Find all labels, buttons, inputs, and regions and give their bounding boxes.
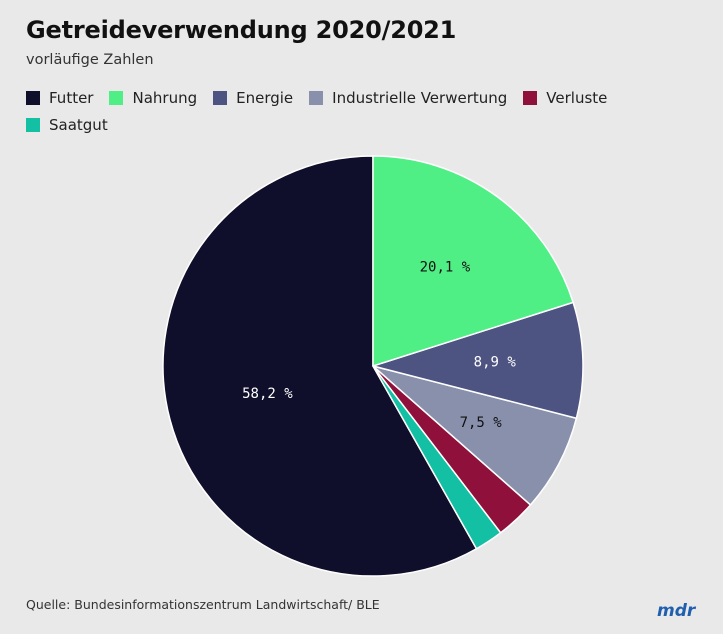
slice-label-industrielle-verwertung: 7,5 % [460,415,503,431]
legend-label: Industrielle Verwertung [332,89,508,107]
legend-label: Futter [49,89,94,107]
mdr-logo-text: mdr [657,602,697,620]
pie-slices [162,155,584,577]
pie-slice-energie [372,301,584,419]
legend-swatch [26,91,40,105]
source-note: Quelle: Bundesinformationszentrum Landwi… [26,597,380,612]
slice-label-nahrung: 20,1 % [420,260,471,276]
legend-swatch [523,91,538,105]
legend-label: Nahrung [132,89,198,107]
legend-item-verluste: Verluste [523,88,607,108]
chart-title: Getreideverwendung 2020/2021 [26,16,457,44]
legend-label: Verluste [546,89,608,107]
legend-swatch [26,118,40,132]
legend-item-energie: Energie [213,88,293,108]
legend-item-industrielle-verwertung: Industrielle Verwertung [309,88,507,108]
pie-slice-industrielle-verwertung [372,365,578,506]
legend-item-futter: Futter [26,88,93,108]
legend-label: Energie [236,89,294,107]
pie-slice-futter [162,155,478,577]
pie-slice-nahrung [372,155,574,367]
mdr-logo-mark: mdr [657,601,697,621]
chart-subtitle: vorläufige Zahlen [26,52,154,68]
slice-label-energie: 8,9 % [474,355,517,371]
chart-legend: Futter Nahrung Energie Industrielle Verwert… [26,88,666,135]
legend-swatch [309,91,324,105]
legend-swatch [213,91,228,105]
legend-item-saatgut: Saatgut [26,115,108,135]
legend-swatch [109,91,124,105]
mdr-logo: mdr [657,601,711,624]
legend-item-nahrung: Nahrung [109,88,197,108]
slice-label-futter: 58,2 % [242,386,293,402]
legend-label: Saatgut [49,116,108,134]
pie-labels: 58,2 % 7,5 % 8,9 % 20,1 % [242,260,516,431]
